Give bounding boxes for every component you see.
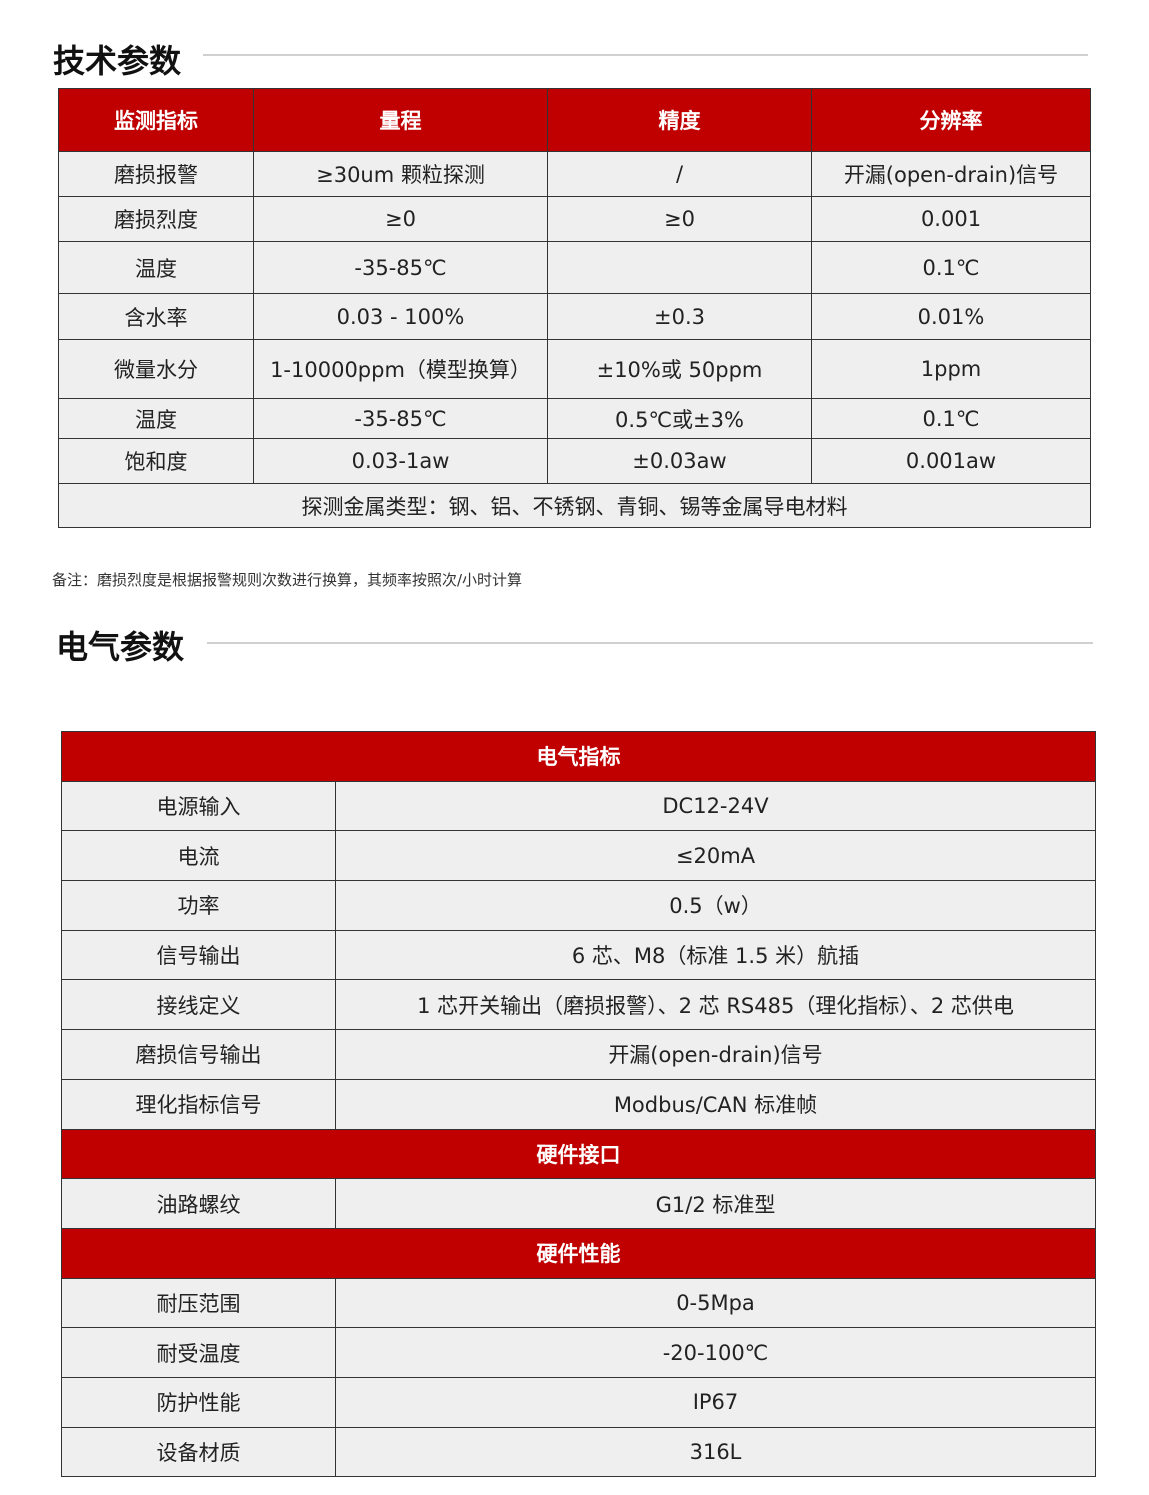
table-cell: ≥0 [547,196,812,242]
table-cell: 1ppm [811,339,1091,399]
tech-section-title: 技术参数 [53,42,182,80]
label-cell: 防护性能 [61,1376,336,1428]
table-row: 微量水分 1-10000ppm（模型换算） ±10%或 50ppm 1ppm [58,339,1091,399]
table-cell: ≥30um 颗粒探测 [253,151,548,197]
label-cell: 功率 [61,880,336,931]
metal-types-cell: 探测金属类型：钢、铝、不锈钢、青铜、锡等金属导电材料 [58,483,1091,528]
table-row: 耐受温度 -20-100℃ [61,1327,1096,1378]
title-divider [203,54,1088,56]
table-cell: -35-85℃ [253,398,548,439]
label-cell: 设备材质 [61,1426,336,1478]
table-row: 饱和度 0.03-1aw ±0.03aw 0.001aw [58,438,1091,484]
label-cell: 磨损信号输出 [61,1029,336,1080]
title-divider [207,642,1093,644]
table-row: 含水率 0.03 - 100% ±0.3 0.01% [58,293,1091,340]
section-header: 硬件性能 [61,1227,1096,1279]
elec-section-title: 电气参数 [56,628,185,666]
table-cell: 0.03 - 100% [253,293,548,340]
section-header-row: 硬件接口 [61,1128,1096,1180]
value-cell: 0-5Mpa [335,1277,1096,1329]
section-header: 电气指标 [61,731,1096,782]
table-row: 温度 -35-85℃ 0.5℃或±3% 0.1℃ [58,398,1091,439]
header-row: 监测指标 量程 精度 分辨率 [58,88,1091,152]
value-cell: ≤20mA [335,830,1096,882]
table-cell: 温度 [58,241,254,294]
label-cell: 油路螺纹 [61,1178,336,1229]
table-cell: 含水率 [58,293,254,340]
section-header-row: 电气指标 [61,731,1096,782]
table-row: 信号输出 6 芯、M8（标准 1.5 米）航插 [61,929,1096,981]
table-row: 油路螺纹 G1/2 标准型 [61,1178,1096,1229]
table-row: 设备材质 316L [61,1426,1096,1478]
table-cell: 磨损报警 [58,151,254,197]
table-cell: ≥0 [253,196,548,242]
column-header: 精度 [547,88,812,152]
value-cell: G1/2 标准型 [335,1178,1096,1229]
column-header: 监测指标 [58,88,254,152]
column-header: 分辨率 [811,88,1091,152]
table-row: 磨损烈度 ≥0 ≥0 0.001 [58,196,1091,242]
table-cell: 0.1℃ [811,398,1091,439]
table-cell: ±0.3 [547,293,812,340]
column-header: 量程 [253,88,548,152]
table-row: 理化指标信号 Modbus/CAN 标准帧 [61,1078,1096,1130]
table-cell: / [547,151,812,197]
footer-row: 探测金属类型：钢、铝、不锈钢、青铜、锡等金属导电材料 [58,483,1091,528]
label-cell: 电流 [61,830,336,882]
table-cell: 微量水分 [58,339,254,399]
table-cell: ±0.03aw [547,438,812,484]
label-cell: 耐压范围 [61,1277,336,1329]
value-cell: -20-100℃ [335,1327,1096,1378]
table-cell: 0.03-1aw [253,438,548,484]
value-cell: Modbus/CAN 标准帧 [335,1078,1096,1130]
table-cell: 开漏(open-drain)信号 [811,151,1091,197]
table-row: 电流 ≤20mA [61,830,1096,882]
tech-params-table: 监测指标 量程 精度 分辨率 磨损报警 ≥30um 颗粒探测 / 开漏(open-drain)… [58,88,1091,528]
label-cell: 信号输出 [61,929,336,981]
table-cell: 0.001 [811,196,1091,242]
table-row: 防护性能 IP67 [61,1376,1096,1428]
table-cell [547,241,812,294]
table-row: 耐压范围 0-5Mpa [61,1277,1096,1329]
label-cell: 理化指标信号 [61,1078,336,1130]
table-cell: 0.1℃ [811,241,1091,294]
section-header: 硬件接口 [61,1128,1096,1180]
table-row: 温度 -35-85℃ 0.1℃ [58,241,1091,294]
table-cell: 磨损烈度 [58,196,254,242]
note-text: 备注：磨损烈度是根据报警规则次数进行换算，其频率按照次/小时计算 [52,571,523,589]
table-cell: 1-10000ppm（模型换算） [253,339,548,399]
value-cell: IP67 [335,1376,1096,1428]
label-cell: 接线定义 [61,979,336,1031]
section-header-row: 硬件性能 [61,1227,1096,1279]
value-cell: 316L [335,1426,1096,1478]
table-cell: -35-85℃ [253,241,548,294]
table-row: 磨损信号输出 开漏(open-drain)信号 [61,1029,1096,1080]
table-row: 功率 0.5（w） [61,880,1096,931]
table-row: 电源输入 DC12-24V [61,780,1096,832]
label-cell: 耐受温度 [61,1327,336,1378]
value-cell: 0.5（w） [335,880,1096,931]
table-cell: 0.5℃或±3% [547,398,812,439]
table-row: 磨损报警 ≥30um 颗粒探测 / 开漏(open-drain)信号 [58,151,1091,197]
table-cell: ±10%或 50ppm [547,339,812,399]
value-cell: 开漏(open-drain)信号 [335,1029,1096,1080]
value-cell: DC12-24V [335,780,1096,832]
value-cell: 1 芯开关输出（磨损报警）、2 芯 RS485（理化指标）、2 芯供电 [335,979,1096,1031]
elec-params-table: 电气指标 电源输入 DC12-24V 电流 ≤20mA 功率 0.5（w） 信号输出 6 芯、M… [61,731,1096,1478]
table-cell: 饱和度 [58,438,254,484]
table-row: 接线定义 1 芯开关输出（磨损报警）、2 芯 RS485（理化指标）、2 芯供电 [61,979,1096,1031]
table-cell: 0.01% [811,293,1091,340]
table-cell: 温度 [58,398,254,439]
value-cell: 6 芯、M8（标准 1.5 米）航插 [335,929,1096,981]
label-cell: 电源输入 [61,780,336,832]
table-cell: 0.001aw [811,438,1091,484]
